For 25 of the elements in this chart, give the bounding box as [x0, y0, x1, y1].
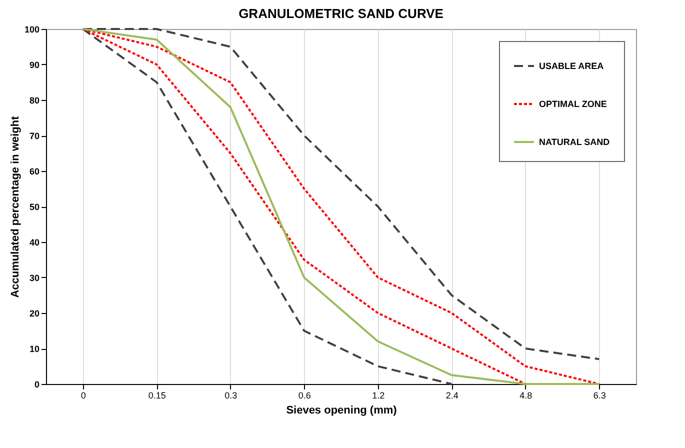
y-tick-label: 20	[29, 308, 40, 318]
legend-label: OPTIMAL ZONE	[539, 99, 607, 109]
y-axis-title: Accumulated percentage in weight	[9, 116, 22, 298]
x-tick-label: 6.3	[593, 390, 606, 400]
y-tick-label: 80	[29, 96, 40, 106]
y-tick-label: 10	[29, 344, 40, 354]
chart-title: GRANULOMETRIC SAND CURVE	[238, 6, 444, 21]
legend-label: NATURAL SAND	[539, 137, 610, 147]
x-tick-label: 1.2	[372, 390, 385, 400]
y-tick-label: 0	[34, 380, 40, 390]
y-tick-label: 30	[29, 273, 40, 283]
x-tick-label: 0.3	[224, 390, 238, 400]
y-tick-label: 60	[29, 166, 40, 176]
x-tick-label: 2.4	[446, 390, 458, 400]
x-tick-label: 0	[80, 390, 86, 400]
x-tick-label: 0.6	[298, 390, 311, 400]
x-tick-label: 0.15	[148, 390, 166, 400]
x-tick-label: 4.8	[520, 390, 532, 400]
legend-label: USABLE AREA	[539, 61, 604, 71]
y-tick-label: 70	[29, 131, 40, 141]
y-tick-label: 50	[29, 202, 40, 212]
y-tick-label: 40	[29, 238, 40, 248]
x-axis-title: Sieves opening (mm)	[286, 404, 398, 416]
y-tick-label: 90	[29, 60, 40, 70]
y-tick-label: 100	[24, 24, 40, 34]
